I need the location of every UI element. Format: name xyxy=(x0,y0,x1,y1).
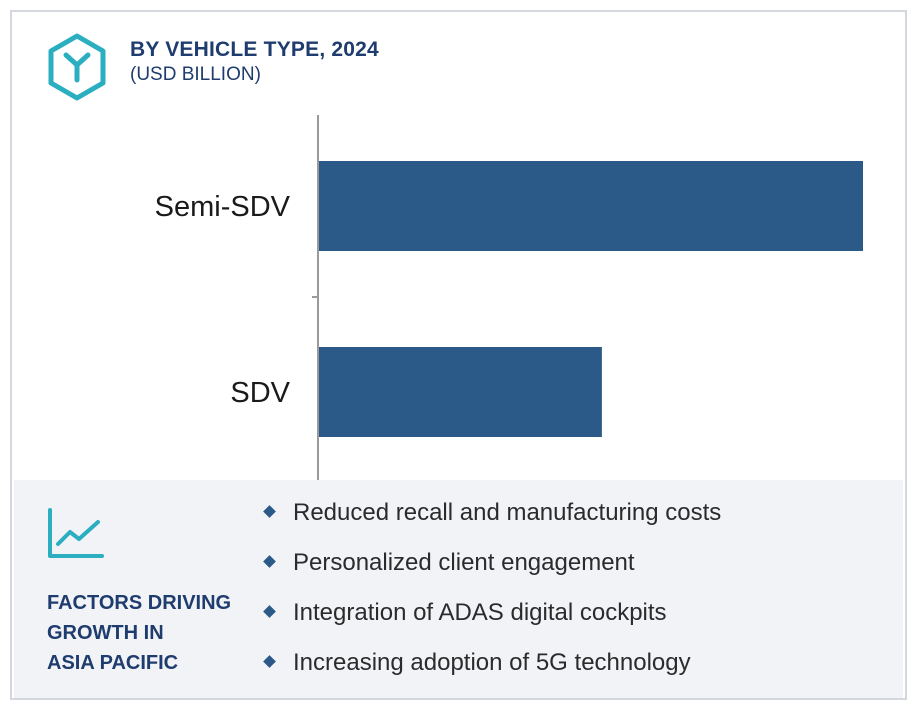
factors-heading-line: ASIA PACIFIC xyxy=(47,652,179,674)
factors-heading-line: FACTORS DRIVING xyxy=(47,592,232,614)
hexagon-network-icon xyxy=(48,33,106,101)
chart-card: BY VEHICLE TYPE, 2024 (USD BILLION) Semi… xyxy=(10,10,907,700)
trend-chart-icon xyxy=(48,508,104,558)
diamond-bullet-icon xyxy=(263,605,276,618)
diamond-bullet-icon xyxy=(263,505,276,518)
factor-item: Personalized client engagement xyxy=(260,550,721,600)
chart-subtitle: (USD BILLION) xyxy=(130,64,261,85)
factors-list: Reduced recall and manufacturing costs P… xyxy=(260,500,721,700)
category-label: SDV xyxy=(230,377,290,409)
bar-semi-sdv xyxy=(319,161,863,251)
factors-heading-line: GROWTH IN xyxy=(47,622,164,644)
diamond-bullet-icon xyxy=(263,555,276,568)
factor-text: Integration of ADAS digital cockpits xyxy=(293,599,667,626)
factors-panel: FACTORS DRIVING GROWTH IN ASIA PACIFIC R… xyxy=(14,480,903,698)
factor-item: Reduced recall and manufacturing costs xyxy=(260,500,721,550)
chart-title: BY VEHICLE TYPE, 2024 xyxy=(130,38,379,61)
bar-chart: Semi-SDV SDV xyxy=(155,115,863,480)
factor-text: Increasing adoption of 5G technology xyxy=(293,649,691,676)
factors-heading: FACTORS DRIVING GROWTH IN ASIA PACIFIC xyxy=(47,588,257,678)
factor-text: Reduced recall and manufacturing costs xyxy=(293,499,722,526)
bar-sdv xyxy=(319,347,602,437)
factor-text: Personalized client engagement xyxy=(293,549,635,576)
diamond-bullet-icon xyxy=(263,655,276,668)
factor-item: Increasing adoption of 5G technology xyxy=(260,650,721,700)
factor-item: Integration of ADAS digital cockpits xyxy=(260,600,721,650)
category-label: Semi-SDV xyxy=(155,191,291,223)
